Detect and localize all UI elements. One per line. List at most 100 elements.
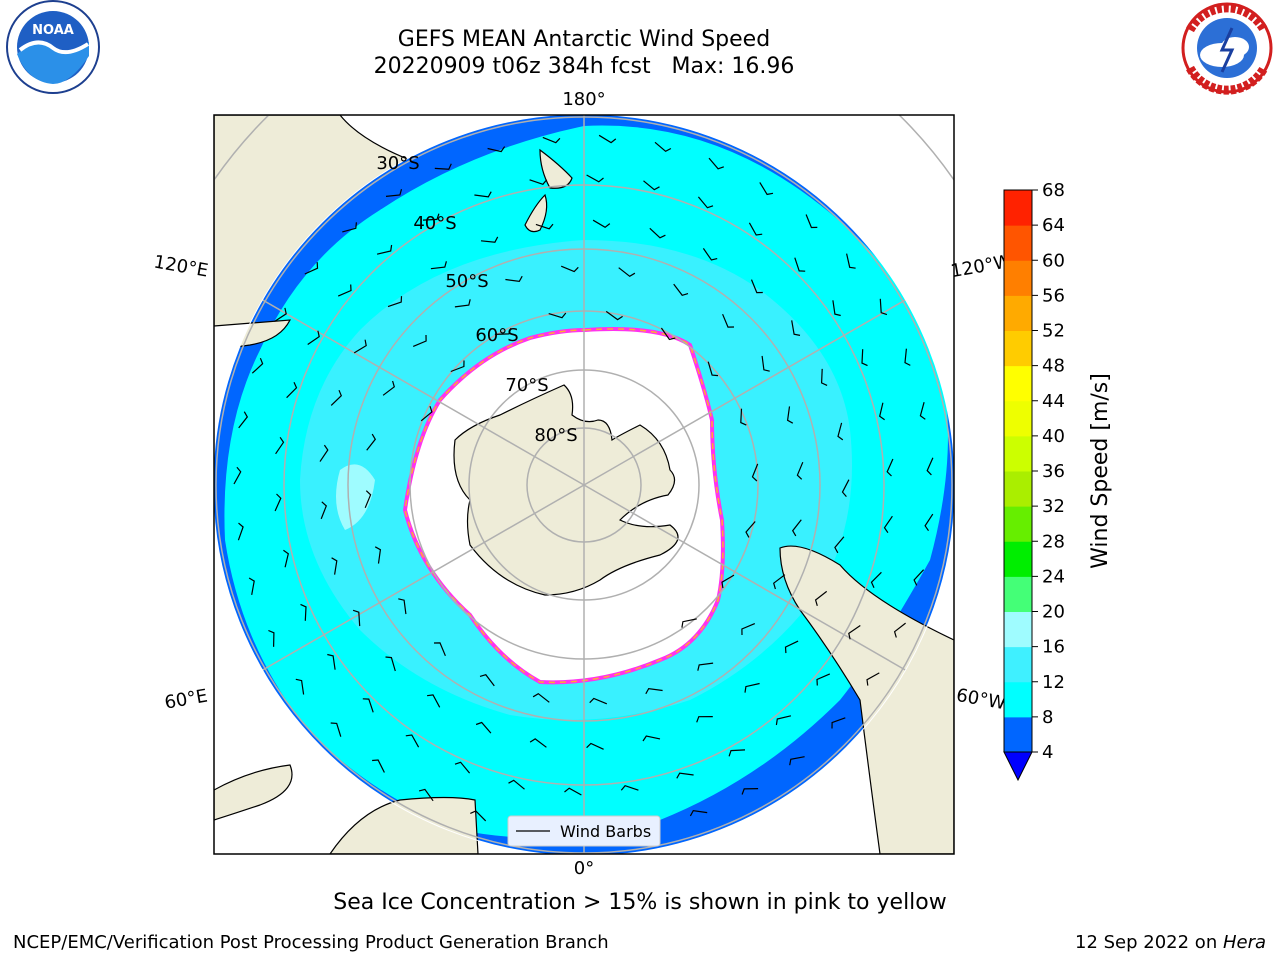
wind-barb (841, 479, 850, 497)
colorbar-segment (1004, 225, 1032, 261)
wind-barb (919, 402, 926, 420)
wind-barb (412, 334, 427, 347)
wind-barb (508, 779, 525, 790)
legend-wind-barbs: Wind Barbs (507, 815, 661, 847)
lat-label-30s: 30°S (376, 153, 419, 174)
wind-barb (744, 682, 760, 693)
colorbar-tick-label: 28 (1042, 531, 1065, 552)
wind-barb (304, 262, 319, 275)
wind-barb (352, 609, 361, 627)
chart-title: GEFS MEAN Antarctic Wind Speed (397, 27, 771, 52)
wind-barb (681, 618, 697, 628)
wind-barb (337, 284, 352, 297)
wind-barb (248, 577, 255, 596)
wind-barb (789, 756, 805, 766)
colorbar-tick-label: 8 (1042, 707, 1053, 728)
colorbar-tick-label: 36 (1042, 461, 1065, 482)
colorbar-segment (1004, 716, 1032, 753)
wind-barb (791, 519, 802, 537)
svg-text:Wind Barbs: Wind Barbs (560, 822, 651, 841)
wind-barb (645, 687, 663, 695)
lon-label-180: 180° (562, 89, 605, 110)
wind-barb (548, 312, 567, 319)
colorbar-tick-label: 60 (1042, 250, 1065, 271)
wind-barb (385, 189, 403, 197)
wind-barb (274, 307, 287, 323)
wind-barb (883, 515, 893, 534)
lon-label-60w: 60°W (955, 685, 1008, 714)
lon-label-60e: 60°E (163, 685, 209, 713)
wind-barb (775, 715, 792, 726)
wind-barb (620, 784, 639, 791)
colorbar-segment (1004, 471, 1032, 507)
wind-barb (605, 310, 623, 321)
wind-barb (366, 433, 377, 451)
colorbar-segment (1004, 435, 1032, 472)
wind-barb (331, 557, 338, 575)
colorbar-segment (1004, 576, 1032, 612)
wind-barb (233, 466, 242, 485)
lon-label-0: 0° (574, 858, 594, 879)
colorbar-segment (1004, 611, 1032, 648)
colorbar-tick-label: 20 (1042, 602, 1065, 623)
wind-barb (660, 327, 676, 341)
wind-barb (529, 738, 547, 748)
colorbar-tick-label: 44 (1042, 391, 1065, 412)
wind-barb (796, 461, 804, 480)
chart-subtitle: 20220909 t06z 384h fcst Max: 16.96 (373, 54, 795, 79)
wind-barb (589, 697, 608, 705)
wind-barb (454, 761, 471, 774)
wind-barb (434, 163, 452, 170)
wind-barb (708, 157, 724, 170)
wind-barb (330, 389, 343, 406)
wind-barb (542, 136, 561, 144)
wind-barb (649, 227, 666, 239)
wind-barb (237, 522, 244, 541)
wind-barb (342, 222, 357, 233)
wind-barb (238, 411, 249, 429)
wind-barb (535, 223, 554, 230)
wind-barb (427, 694, 441, 708)
wind-barb (320, 501, 328, 520)
wind-barb (761, 355, 770, 372)
wind-barb (362, 698, 374, 713)
wind-barb (319, 444, 329, 462)
wind-barb (479, 674, 495, 687)
wind-barb (592, 219, 611, 229)
wind-barb (702, 248, 718, 261)
wind-barb (422, 213, 440, 221)
colorbar-tick-label: 12 (1042, 672, 1065, 693)
wind-barb (904, 348, 911, 366)
wind-barb (820, 368, 828, 386)
wind-barb (433, 642, 446, 657)
wind-barb (893, 622, 906, 638)
svg-text:NOAA: NOAA (32, 23, 74, 38)
wind-barb (741, 788, 759, 795)
wind-barb (475, 721, 492, 734)
wind-barb (382, 380, 395, 396)
wind-barb (586, 742, 604, 750)
wind-barb (791, 320, 801, 336)
wind-field-16-20 (336, 464, 375, 530)
colorbar-segment (1004, 295, 1032, 331)
wind-barb (786, 406, 794, 424)
wind-barb (364, 490, 372, 509)
sea-ice-edge (404, 328, 724, 684)
colorbar-tick-label: 56 (1042, 285, 1065, 306)
colorbar-tick-label: 32 (1042, 496, 1065, 517)
wind-barb (618, 267, 636, 278)
wind-barb (696, 716, 713, 723)
wind-barb (418, 788, 434, 802)
wind-barb (750, 279, 763, 294)
colorbar-segment (1004, 365, 1032, 402)
wind-barb (697, 196, 714, 209)
wind-barb (697, 662, 714, 671)
wind-barb (794, 257, 806, 272)
wind-barb (676, 772, 694, 779)
colorbar-segment (1004, 190, 1032, 226)
wind-barb (529, 179, 548, 186)
wind-barb (689, 809, 708, 817)
lon-label-120e: 120°E (152, 251, 210, 281)
wind-barb (745, 521, 756, 538)
wind-barb (773, 574, 786, 590)
